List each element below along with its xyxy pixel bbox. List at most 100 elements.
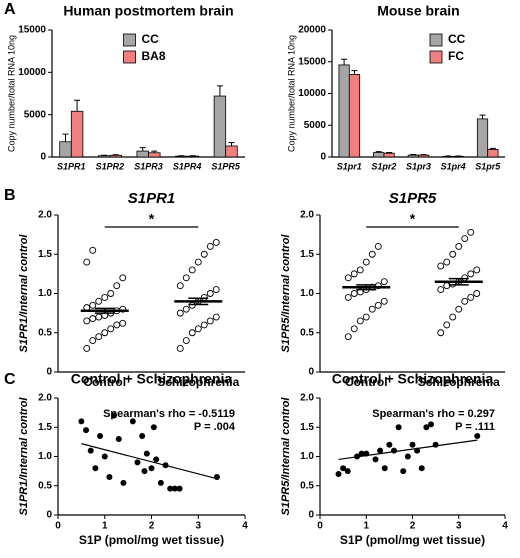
x-tick-label: 1 [363,521,369,532]
x-tick-label: 1 [102,521,108,532]
data-point [344,274,352,282]
data-point [89,301,97,309]
y-tick-label: 0 [308,367,314,378]
bar [109,154,122,158]
data-point [350,325,358,333]
x-tick-label: 2 [149,521,155,532]
data-point [92,465,99,472]
data-point [95,313,103,321]
data-point [182,274,190,282]
data-point [101,329,109,337]
data-point [176,345,184,352]
data-point [113,282,121,290]
y-tick-label: 0 [308,510,314,521]
data-point [380,297,388,305]
data-point [188,329,196,337]
error-bar [448,277,469,286]
error-bar [375,151,382,153]
panel-label: C [4,371,16,388]
data-point [194,325,202,333]
data-point [344,468,351,475]
data-point [213,473,220,480]
chart-title: S1PR5 [389,190,437,207]
annotation: * [149,211,155,227]
data-point [350,290,358,297]
legend-swatch [429,50,443,64]
y-tick-label: 1.0 [38,288,52,299]
error-bar [216,85,223,97]
legend-label: CC [142,32,160,46]
data-point [194,258,202,266]
legend-label: FC [448,49,464,63]
error-bar [112,154,119,156]
bar [148,152,161,158]
y-axis-label: Copy number/total RNA 10ng [286,35,296,152]
data-point [120,479,127,486]
y-tick-label: 5000 [24,109,47,120]
data-point [409,441,416,448]
y-tick-label: 0 [40,152,46,163]
data-point [119,319,127,327]
data-point [461,297,469,305]
y-tick-label: 0.5 [38,327,52,338]
bar [59,141,72,158]
bar [383,152,395,158]
y-tick-label: 0 [320,152,326,163]
data-point [432,441,439,448]
x-tick-label: S1PR2 [96,161,125,171]
data-point [374,301,382,309]
data-point [157,479,164,486]
data-point [150,424,157,431]
x-tick-label: Control [83,375,126,389]
error-bar [420,154,427,156]
annotation: * [410,211,416,227]
error-bar [386,152,393,154]
data-point [404,453,411,460]
data-point [377,447,384,454]
error-bar [94,307,115,314]
data-point [89,337,97,345]
y-tick-label: 2.0 [300,210,314,221]
data-point [344,293,352,301]
fit-line [338,439,478,461]
data-point [87,447,94,454]
data-point [153,456,160,463]
chart-title: Human postmortem brain [63,3,233,19]
y-tick-label: 2.0 [38,210,52,221]
data-point [455,242,463,250]
data-point [95,297,103,305]
data-point [206,242,214,250]
error-bar [489,147,496,150]
error-bar [479,114,486,119]
data-point [171,485,178,492]
data-point [474,433,481,440]
data-point [206,290,214,297]
data-point [148,465,155,472]
data-point [467,270,475,278]
y-tick-label: 1.0 [300,451,314,462]
x-tick-label: S1pr5 [475,161,501,171]
x-axis-label: S1P (pmol/mg wet tissue) [340,533,485,547]
data-point [139,433,146,440]
data-point [212,286,220,294]
y-tick-label: 15000 [298,56,326,67]
data-point [176,485,183,492]
y-tick-label: 5000 [304,120,327,131]
y-axis-label: Copy number/total RNA 10ng [6,35,16,152]
data-point [101,453,108,460]
data-point [437,262,445,270]
data-point [374,242,382,250]
data-point [97,433,104,440]
data-point [449,313,457,321]
data-point [443,282,451,290]
data-point [188,266,196,274]
y-tick-label: 1.5 [300,249,314,260]
x-tick-label: 4 [502,521,508,532]
data-point [113,321,121,329]
bar [225,145,238,158]
data-point [212,239,220,246]
data-point [119,274,127,282]
chart-title: Mouse brain [377,3,459,19]
error-bar [228,142,235,146]
x-tick-label: S1pr1 [337,161,362,171]
